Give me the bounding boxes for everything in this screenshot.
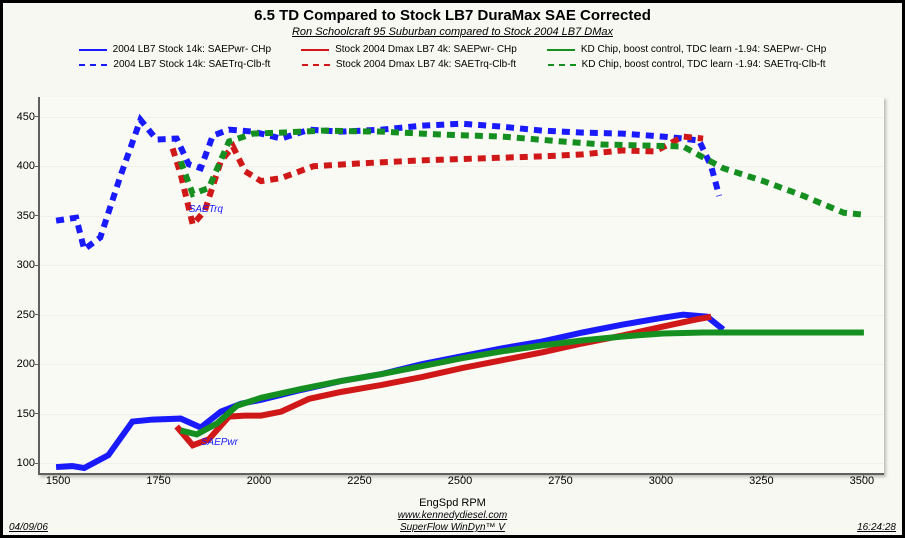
- annotation: SAETrq: [189, 204, 223, 215]
- x-tick-label: 1500: [46, 475, 70, 487]
- chart-title: 6.5 TD Compared to Stock LB7 DuraMax SAE…: [3, 7, 902, 24]
- footer-time: 16:24:28: [857, 522, 896, 533]
- legend-item: Stock 2004 Dmax LB7 4k: SAETrq-Clb-ft: [302, 59, 516, 70]
- x-tick-label: 3000: [649, 475, 673, 487]
- footer-date: 04/09/06: [9, 522, 48, 533]
- x-tick-label: 2000: [247, 475, 271, 487]
- y-tick-label: 400: [17, 160, 35, 172]
- x-tick-label: 2500: [448, 475, 472, 487]
- x-tick-label: 1750: [146, 475, 170, 487]
- x-tick-label: 3250: [749, 475, 773, 487]
- x-axis-title: EngSpd RPM: [3, 497, 902, 509]
- y-axis-labels: 100 150 200 250 300 350 400 450: [3, 97, 37, 473]
- y-tick-label: 100: [17, 457, 35, 469]
- y-tick-label: 350: [17, 210, 35, 222]
- chart-subtitle: Ron Schoolcraft 95 Suburban compared to …: [3, 26, 902, 38]
- series-lb7-trq: [56, 120, 719, 250]
- x-tick-label: 2250: [347, 475, 371, 487]
- x-tick-label: 3500: [850, 475, 874, 487]
- annotation: SAEPwr: [201, 437, 238, 448]
- legend-item: 2004 LB7 Stock 14k: SAETrq-Clb-ft: [79, 59, 270, 70]
- footer-app: SuperFlow WinDyn™ V: [3, 522, 902, 533]
- y-tick-label: 150: [17, 408, 35, 420]
- plot-bg: SAETrq SAEPwr: [38, 97, 884, 475]
- y-tick-label: 250: [17, 309, 35, 321]
- x-tick-label: 2750: [548, 475, 572, 487]
- y-tick-label: 300: [17, 259, 35, 271]
- legend-item: 2004 LB7 Stock 14k: SAEPwr- CHp: [79, 44, 271, 55]
- y-tick-label: 450: [17, 111, 35, 123]
- chart-frame: 6.5 TD Compared to Stock LB7 DuraMax SAE…: [0, 0, 905, 538]
- legend-item: Stock 2004 Dmax LB7 4k: SAEPwr- CHp: [301, 44, 517, 55]
- x-axis-labels: 1500 1750 2000 2250 2500 2750 3000 3250 3500: [38, 475, 882, 495]
- legend-item: KD Chip, boost control, TDC learn -1.94:…: [547, 44, 826, 55]
- plot-area: SAETrq SAEPwr: [38, 97, 882, 473]
- legend-item: KD Chip, boost control, TDC learn -1.94:…: [548, 59, 826, 70]
- series-dmax-trq: [173, 137, 704, 225]
- y-tick-label: 200: [17, 358, 35, 370]
- footer-link: www.kennedydiesel.com: [3, 510, 902, 521]
- legend: 2004 LB7 Stock 14k: SAEPwr- CHp 2004 LB7 …: [3, 44, 902, 70]
- series-kd-pwr: [181, 332, 864, 434]
- chart-svg: [40, 97, 884, 473]
- series-kd-trq: [181, 131, 864, 215]
